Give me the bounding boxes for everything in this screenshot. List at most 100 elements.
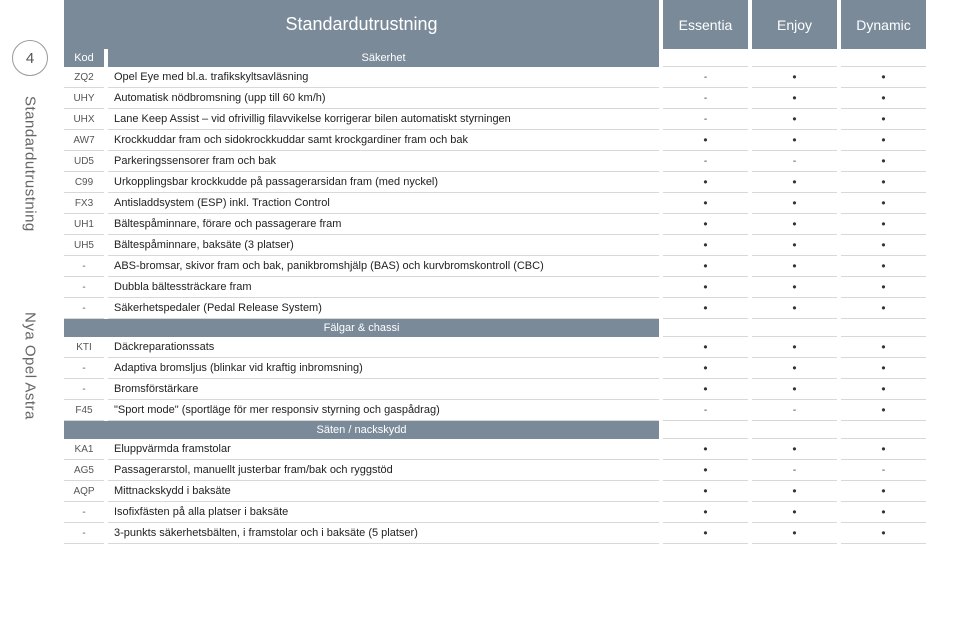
- cell-mark: [752, 298, 837, 319]
- table-row: AG5Passagerarstol, manuellt justerbar fr…: [64, 460, 926, 481]
- dot-icon: [881, 115, 885, 126]
- cell-kod: -: [64, 523, 104, 544]
- dot-icon: [792, 283, 796, 294]
- section-spacer: [841, 421, 926, 439]
- cell-kod: -: [64, 277, 104, 298]
- cell-kod: -: [64, 379, 104, 400]
- table-row: -Adaptiva bromsljus (blinkar vid kraftig…: [64, 358, 926, 379]
- cell-desc: Urkopplingsbar krockkudde på passagerars…: [108, 172, 659, 193]
- cell-mark: [841, 400, 926, 421]
- cell-mark: [841, 379, 926, 400]
- dot-icon: [881, 73, 885, 84]
- page-number-text: 4: [26, 50, 34, 67]
- cell-kod: F45: [64, 400, 104, 421]
- cell-kod: -: [64, 256, 104, 277]
- cell-mark: [841, 277, 926, 298]
- section-title: Säten / nackskydd: [64, 421, 659, 439]
- cell-mark: [663, 460, 748, 481]
- section-spacer: [752, 421, 837, 439]
- cell-kod: UHY: [64, 88, 104, 109]
- cell-mark: [841, 67, 926, 88]
- page: 4 Standardutrustning Nya Opel Astra Stan…: [0, 0, 960, 620]
- cell-kod: AG5: [64, 460, 104, 481]
- table-head: Standardutrustning Essentia Enjoy Dynami…: [64, 0, 926, 49]
- cell-kod: -: [64, 502, 104, 523]
- dot-icon: [881, 220, 885, 231]
- section-spacer: [663, 421, 748, 439]
- cell-desc: Antisladdsystem (ESP) inkl. Traction Con…: [108, 193, 659, 214]
- cell-desc: Automatisk nödbromsning (upp till 60 km/…: [108, 88, 659, 109]
- cell-mark: [752, 502, 837, 523]
- cell-mark: [663, 193, 748, 214]
- cell-kod: -: [64, 298, 104, 319]
- cell-mark: [752, 193, 837, 214]
- content-area: Standardutrustning Essentia Enjoy Dynami…: [60, 0, 960, 620]
- cell-kod: AW7: [64, 130, 104, 151]
- cell-mark: [841, 235, 926, 256]
- cell-mark: [841, 481, 926, 502]
- dot-icon: [703, 241, 707, 252]
- header-col-0: Essentia: [663, 0, 748, 49]
- cell-mark: [663, 88, 748, 109]
- dash-icon: [793, 156, 796, 167]
- dot-icon: [792, 343, 796, 354]
- dot-icon: [881, 178, 885, 189]
- cell-mark: [752, 358, 837, 379]
- cell-mark: [752, 130, 837, 151]
- cell-mark: [752, 439, 837, 460]
- dot-icon: [703, 283, 707, 294]
- cell-mark: [752, 235, 837, 256]
- header-col-2: Dynamic: [841, 0, 926, 49]
- cell-mark: [752, 460, 837, 481]
- section-kod-label: Kod: [64, 49, 104, 67]
- cell-mark: [752, 337, 837, 358]
- cell-kod: -: [64, 358, 104, 379]
- cell-mark: [663, 214, 748, 235]
- cell-mark: [752, 67, 837, 88]
- cell-desc: Lane Keep Assist – vid ofrivillig filavv…: [108, 109, 659, 130]
- vertical-label-1: Standardutrustning: [22, 96, 39, 232]
- cell-mark: [663, 358, 748, 379]
- dot-icon: [881, 529, 885, 540]
- cell-mark: [752, 481, 837, 502]
- cell-mark: [752, 379, 837, 400]
- table-row: ZQ2Opel Eye med bl.a. trafikskyltsavläsn…: [64, 67, 926, 88]
- dot-icon: [703, 343, 707, 354]
- dot-icon: [881, 445, 885, 456]
- spec-table: Standardutrustning Essentia Enjoy Dynami…: [60, 0, 930, 544]
- dash-icon: [882, 465, 885, 476]
- cell-desc: Säkerhetspedaler (Pedal Release System): [108, 298, 659, 319]
- table-row: FX3Antisladdsystem (ESP) inkl. Traction …: [64, 193, 926, 214]
- dot-icon: [792, 487, 796, 498]
- cell-mark: [841, 502, 926, 523]
- cell-mark: [841, 109, 926, 130]
- cell-mark: [663, 235, 748, 256]
- dot-icon: [792, 199, 796, 210]
- cell-mark: [841, 193, 926, 214]
- cell-mark: [663, 67, 748, 88]
- dot-icon: [792, 115, 796, 126]
- header-main: Standardutrustning: [64, 0, 659, 49]
- section-spacer: [841, 49, 926, 67]
- cell-mark: [752, 256, 837, 277]
- dash-icon: [793, 405, 796, 416]
- cell-mark: [663, 400, 748, 421]
- cell-kod: FX3: [64, 193, 104, 214]
- cell-mark: [752, 172, 837, 193]
- dot-icon: [703, 445, 707, 456]
- cell-mark: [841, 130, 926, 151]
- dot-icon: [792, 241, 796, 252]
- dash-icon: [704, 72, 707, 83]
- cell-desc: Eluppvärmda framstolar: [108, 439, 659, 460]
- section-spacer: [663, 319, 748, 337]
- cell-mark: [752, 400, 837, 421]
- cell-desc: Bältespåminnare, förare och passagerare …: [108, 214, 659, 235]
- cell-kod: KA1: [64, 439, 104, 460]
- dot-icon: [703, 508, 707, 519]
- cell-desc: Dubbla bältessträckare fram: [108, 277, 659, 298]
- table-row: AW7Krockkuddar fram och sidokrockkuddar …: [64, 130, 926, 151]
- dot-icon: [792, 529, 796, 540]
- cell-mark: [841, 256, 926, 277]
- dash-icon: [704, 93, 707, 104]
- left-rail: 4 Standardutrustning Nya Opel Astra: [0, 0, 60, 620]
